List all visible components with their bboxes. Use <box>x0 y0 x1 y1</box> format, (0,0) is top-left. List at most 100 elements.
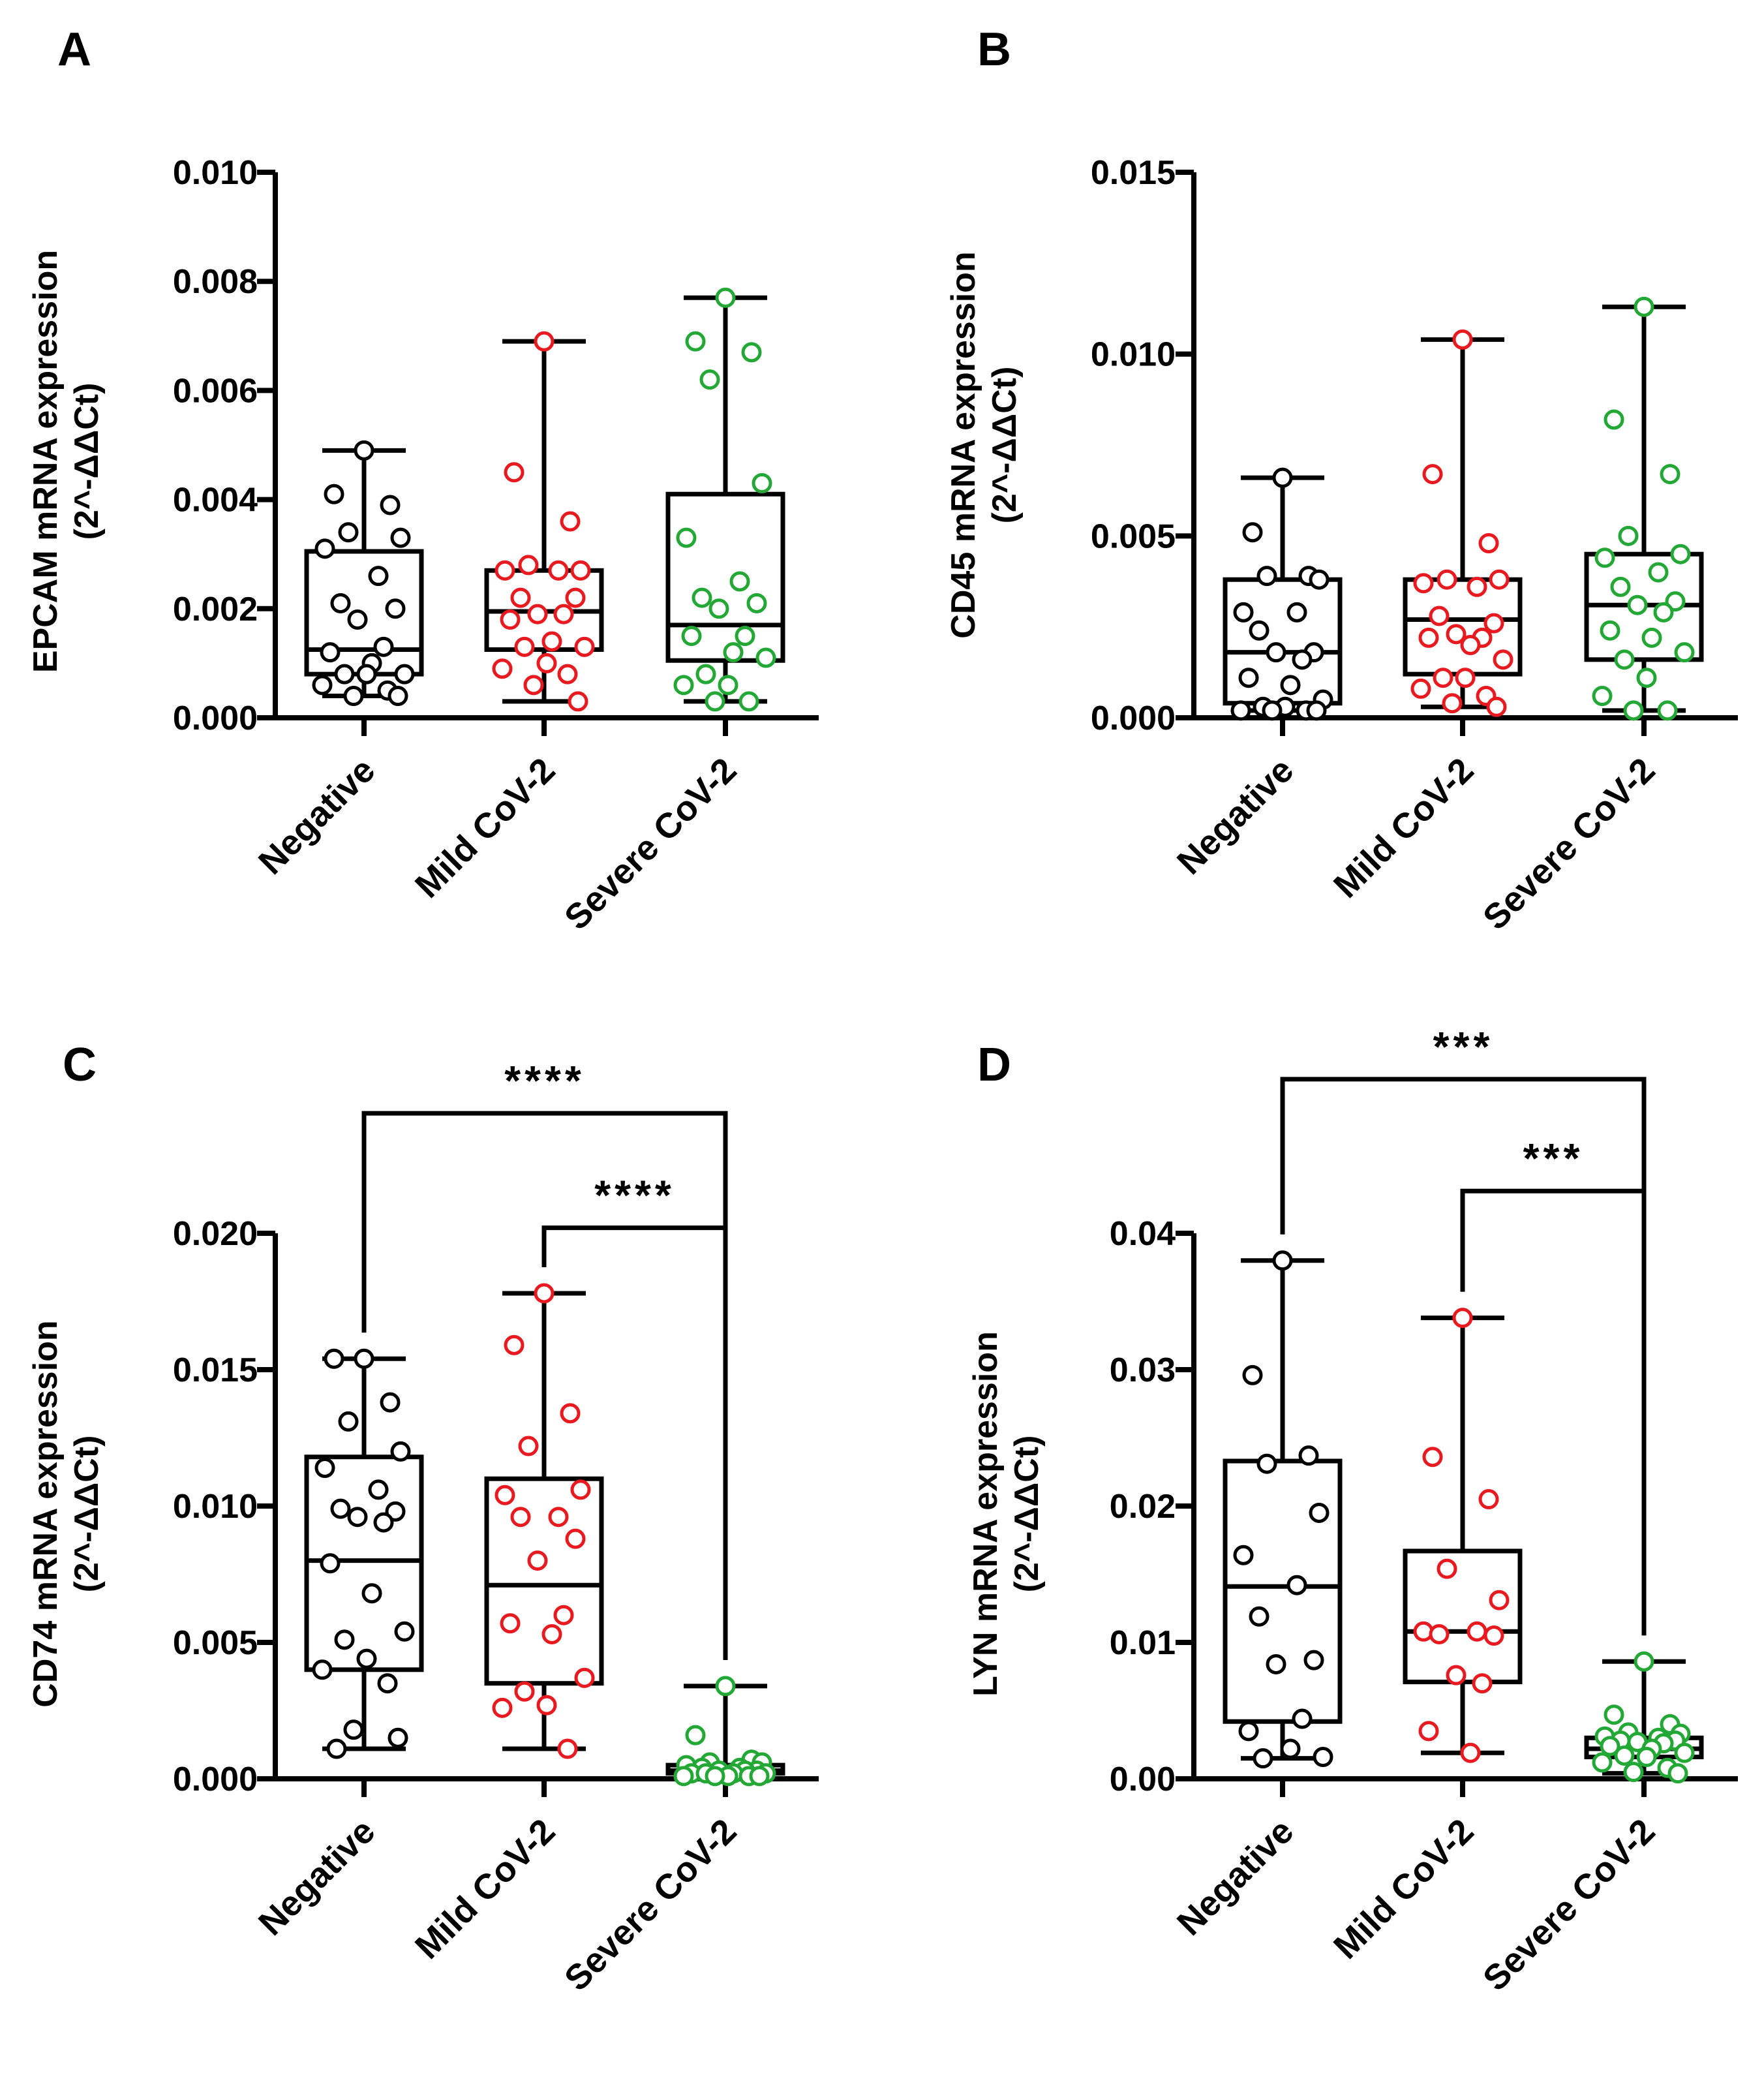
panel-d-plot: 0.00 0.01 0.02 0.03 0.04 Negative Mild CoV-2Se… <box>1110 1023 1738 1999</box>
data-point <box>752 473 772 494</box>
data-point <box>1594 547 1615 568</box>
data-point <box>368 566 389 587</box>
data-point <box>723 642 744 663</box>
data-point <box>361 1583 382 1604</box>
panel-a-letter: A <box>57 23 91 76</box>
x-tick-label: Severe CoV-2 <box>1476 1811 1663 1999</box>
data-point <box>347 1507 368 1528</box>
data-point <box>560 511 581 532</box>
data-point <box>390 1441 411 1462</box>
data-point <box>354 440 374 461</box>
data-point <box>692 587 712 608</box>
data-point <box>738 691 759 712</box>
data-point <box>541 1623 562 1644</box>
data-point <box>523 675 544 696</box>
data-point <box>1618 525 1639 546</box>
data-point <box>388 686 408 707</box>
y-tick-label: 0.002 <box>173 591 258 628</box>
data-point <box>1306 700 1327 721</box>
data-point <box>390 527 411 548</box>
data-point <box>1266 642 1286 663</box>
data-point <box>1489 569 1510 590</box>
y-tick-label: 0.000 <box>1091 700 1176 737</box>
data-point <box>729 571 750 592</box>
data-point <box>553 1605 574 1625</box>
data-point <box>565 587 586 608</box>
x-tick-label: Severe CoV-2 <box>1476 750 1663 938</box>
iqr-box <box>1223 1458 1343 1724</box>
y-tick-label: 0.010 <box>173 154 258 192</box>
panel-d-letter: D <box>977 1039 1011 1091</box>
data-point <box>1298 1445 1319 1466</box>
data-point <box>1614 1745 1635 1766</box>
data-point <box>385 598 406 619</box>
data-point <box>1418 627 1439 648</box>
data-point <box>1413 573 1434 594</box>
panel-d: D LYN mRNA expression (2^-ΔΔCt) 0.00 0.01… <box>967 1023 1738 1999</box>
data-point <box>746 592 767 613</box>
panel-a-ylabel: EPCAM mRNA expression (2^-ΔΔCt) <box>27 250 106 673</box>
data-point <box>1262 700 1283 721</box>
data-point <box>494 560 515 581</box>
data-point <box>541 631 562 652</box>
data-point <box>574 636 595 657</box>
data-point <box>1623 700 1644 721</box>
data-point <box>1233 1545 1254 1565</box>
data-point <box>324 1348 344 1369</box>
data-point <box>330 1498 351 1519</box>
data-point <box>324 484 344 504</box>
data-point <box>1429 1623 1450 1644</box>
data-point <box>1674 1742 1695 1763</box>
data-point <box>755 647 776 668</box>
bracket-line <box>1460 1188 1647 1636</box>
data-point <box>1230 700 1251 721</box>
data-point <box>1437 569 1457 590</box>
data-point <box>1286 602 1307 623</box>
data-point <box>380 1392 401 1413</box>
y-tick-label: 0.005 <box>1091 517 1176 555</box>
y-tick-label: 0.01 <box>1110 1624 1176 1662</box>
data-point <box>534 331 555 352</box>
panel-c-ylabel-line2: (2^-ΔΔCt) <box>68 1436 106 1593</box>
data-point <box>500 609 521 630</box>
panel-b-ylabel: CD45 mRNA expression (2^-ΔΔCt) <box>945 251 1024 638</box>
data-point <box>1592 1752 1613 1773</box>
data-point <box>534 1283 555 1304</box>
x-tick-label: Mild CoV-2 <box>1326 750 1482 906</box>
data-point <box>1460 1742 1481 1763</box>
panel-a: A EPCAM mRNA expression (2^-ΔΔCt) 0.0000… <box>27 23 819 938</box>
significance-label: **** <box>594 1172 675 1219</box>
y-tick-label: 0.03 <box>1110 1351 1176 1389</box>
data-point <box>1292 1708 1313 1729</box>
data-point <box>1467 1621 1487 1642</box>
x-tick-label: Mild CoV-2 <box>1326 1811 1482 1967</box>
data-point <box>1242 1364 1263 1385</box>
panel-b-letter: B <box>977 23 1011 76</box>
data-point <box>394 664 415 685</box>
data-point <box>715 287 736 308</box>
x-tick-label: Negative <box>251 750 383 882</box>
data-point <box>1418 1721 1439 1742</box>
data-point <box>377 1673 398 1694</box>
data-point <box>741 342 762 363</box>
panel-b: B CD45 mRNA expression (2^-ΔΔCt) 0.000 0.… <box>945 23 1738 938</box>
box-1 <box>304 1356 424 1751</box>
data-point <box>715 1676 736 1697</box>
data-point <box>705 691 725 712</box>
data-point <box>705 1766 725 1787</box>
data-point <box>1483 1625 1504 1646</box>
panel-b-ylabel-line2: (2^-ΔΔCt) <box>986 367 1024 524</box>
y-tick-label: 0.04 <box>1110 1215 1176 1253</box>
y-tick-label: 0.010 <box>1091 336 1176 374</box>
data-point <box>1455 668 1476 688</box>
data-point <box>685 331 706 352</box>
data-point <box>685 1725 706 1746</box>
data-point <box>1292 649 1313 670</box>
significance-label: *** <box>1433 1023 1494 1070</box>
data-point <box>1636 668 1657 688</box>
data-point <box>1657 700 1678 721</box>
y-tick-label: 0.005 <box>173 1624 258 1662</box>
panel-d-ylabel-line2: (2^-ΔΔCt) <box>1008 1436 1046 1593</box>
data-point <box>570 1479 591 1500</box>
data-point <box>1309 1502 1330 1523</box>
